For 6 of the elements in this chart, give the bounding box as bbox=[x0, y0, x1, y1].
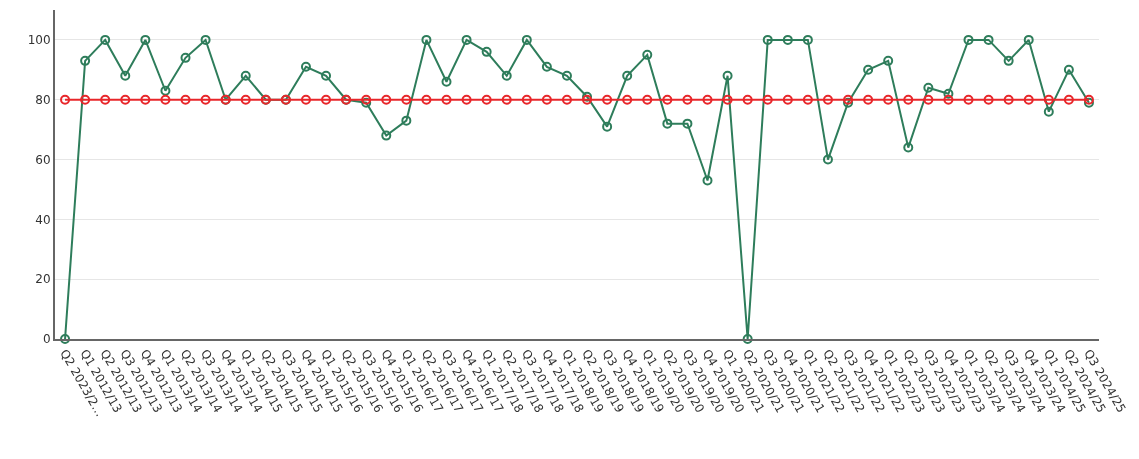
y-tick-label: 100 bbox=[27, 33, 51, 48]
y-tick-label: 40 bbox=[35, 212, 51, 227]
y-tick-label: 80 bbox=[35, 92, 51, 107]
y-tick-label: 60 bbox=[35, 152, 51, 167]
y-tick-label: 0 bbox=[42, 332, 51, 347]
y-tick-label: 20 bbox=[35, 272, 51, 287]
